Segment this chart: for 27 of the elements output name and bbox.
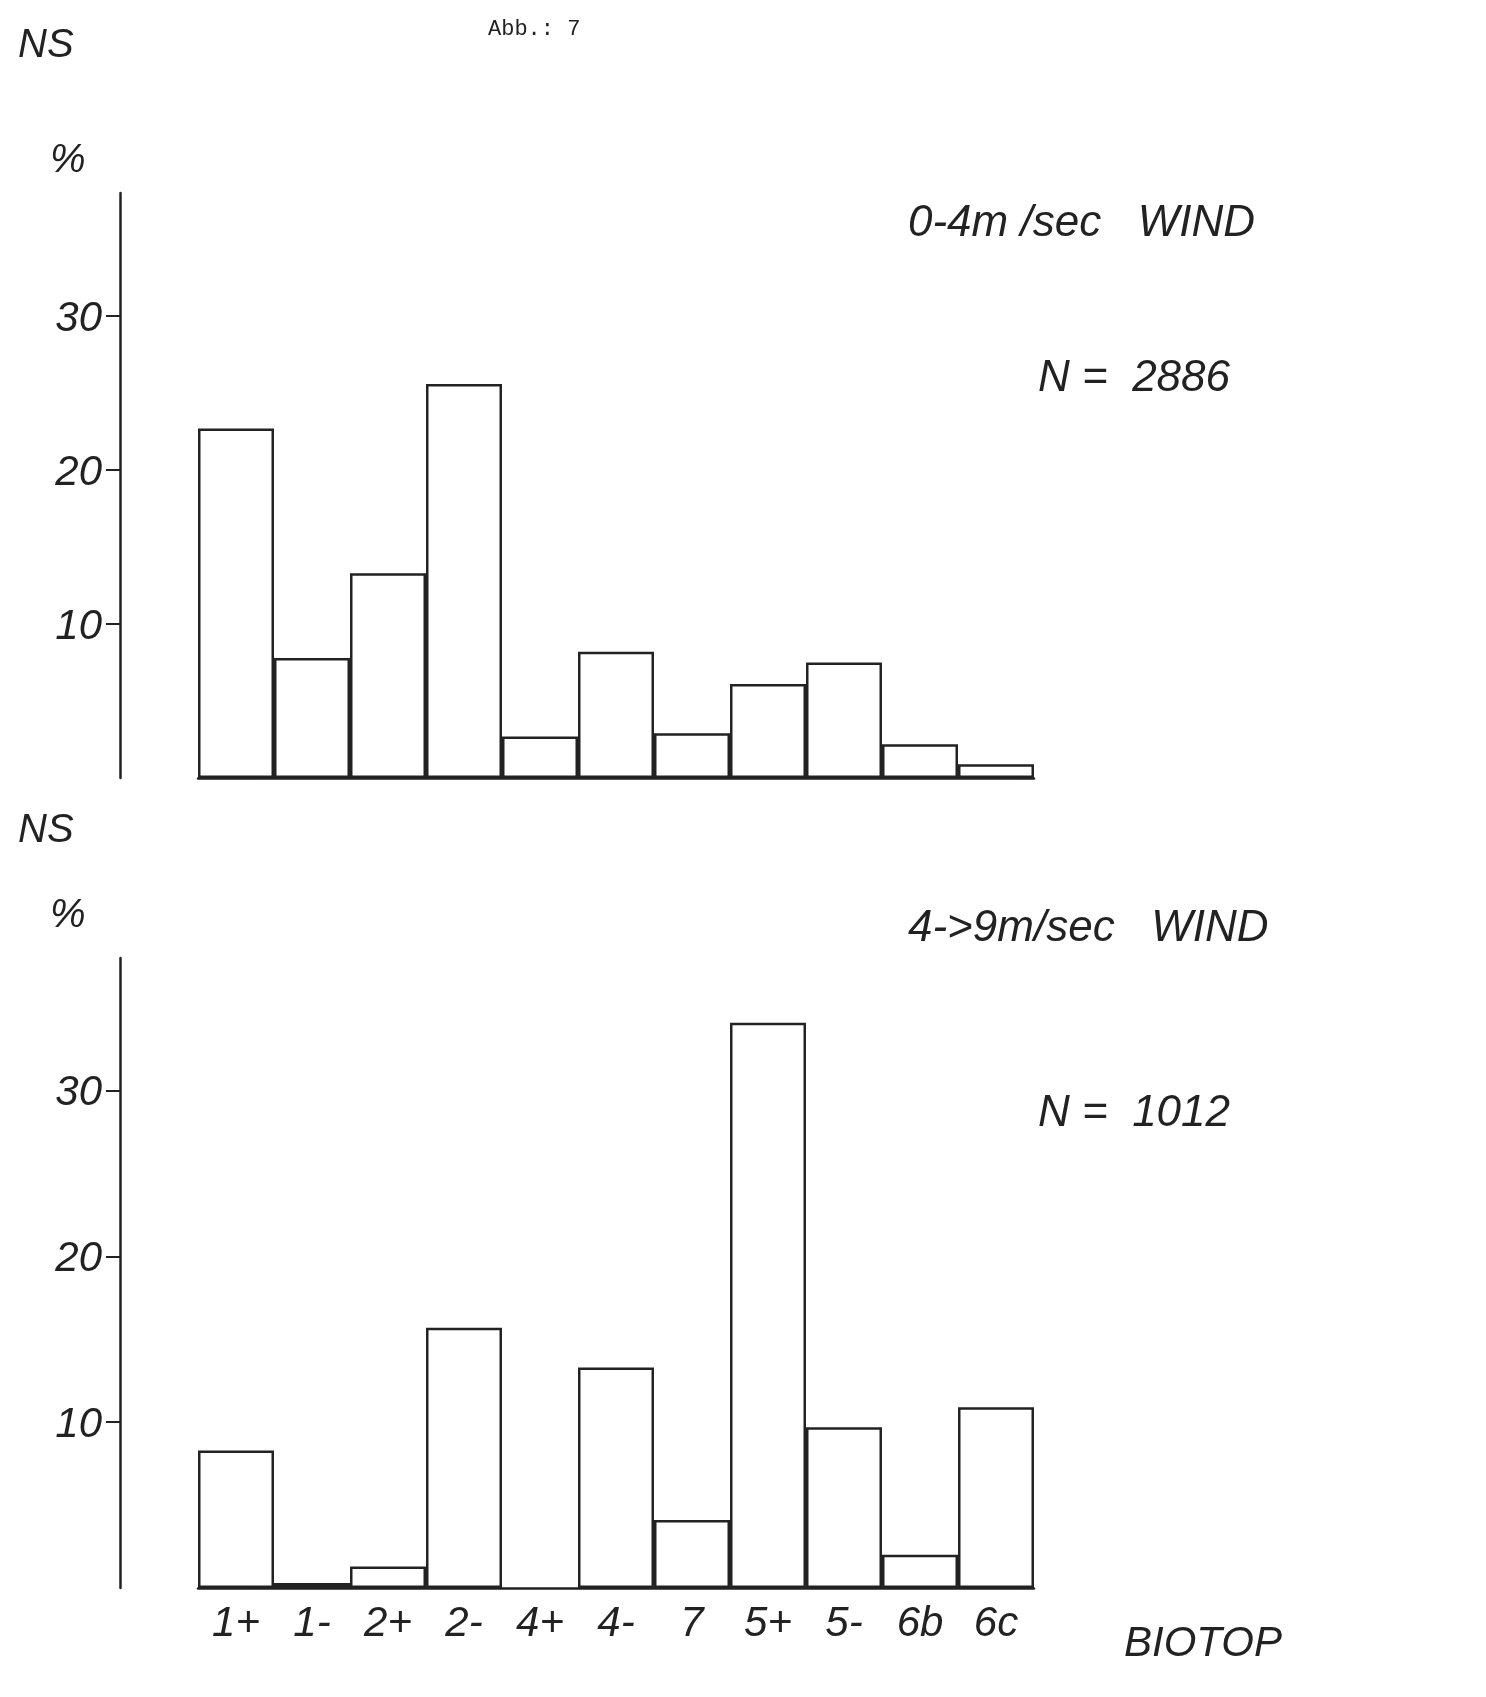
x-tick-label: 2- <box>444 1597 483 1645</box>
x-tick-label: 4+ <box>516 1597 564 1645</box>
y-axis-title: % <box>50 891 86 935</box>
text: N = 2886 <box>1038 350 1231 400</box>
text: N = 1012 <box>1038 1085 1231 1135</box>
y-tick-label: 10 <box>55 1398 103 1446</box>
x-tick-label: 2+ <box>363 1597 412 1645</box>
chart-title: NS <box>18 21 74 65</box>
x-tick-label: 6c <box>973 1597 1019 1645</box>
x-tick-label: 1- <box>293 1597 331 1645</box>
x-tick-label: 1+ <box>212 1597 260 1645</box>
y-tick-label: 20 <box>54 446 103 494</box>
x-axis-title: BIOTOP <box>1124 1617 1282 1665</box>
x-tick-label: 5- <box>825 1597 863 1645</box>
annotation: 0-4m /sec WIND <box>908 195 1256 245</box>
x-tick-label: 7 <box>680 1597 706 1645</box>
x-tick-label: 5+ <box>744 1597 792 1645</box>
y-tick-label: 20 <box>54 1232 103 1280</box>
text: 4->9m/sec WIND <box>908 900 1269 950</box>
x-tick-label: 4- <box>597 1597 635 1645</box>
text: Abb.: 7 <box>488 16 581 42</box>
y-tick-label: 30 <box>55 292 103 340</box>
y-tick-label: 10 <box>55 600 103 648</box>
y-axis-title: % <box>50 136 86 180</box>
y-tick-label: 30 <box>55 1067 103 1115</box>
x-tick-label: 6b <box>896 1597 944 1645</box>
chart-title: NS <box>18 806 74 850</box>
